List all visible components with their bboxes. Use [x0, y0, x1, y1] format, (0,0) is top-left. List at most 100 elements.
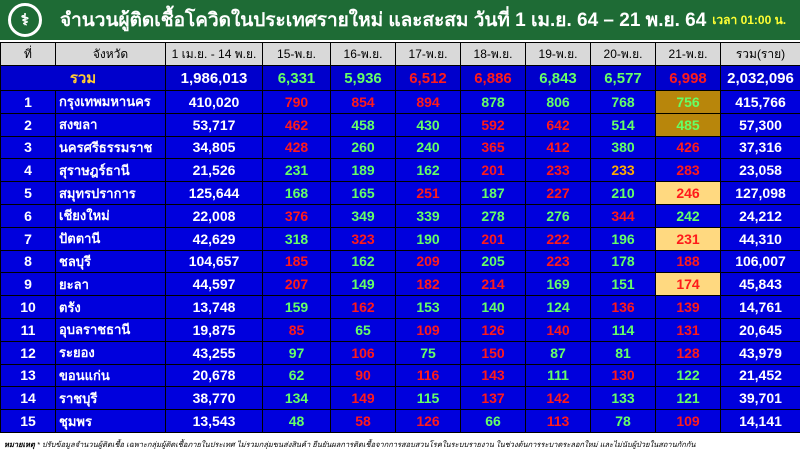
cumulative-base: 104,657	[166, 250, 263, 273]
rank: 1	[1, 91, 56, 114]
daily-count: 233	[526, 159, 591, 182]
daily-count: 6,577	[591, 66, 656, 91]
daily-count: 85	[263, 318, 331, 341]
daily-count: 485	[656, 113, 721, 136]
daily-count: 878	[461, 91, 526, 114]
daily-count: 137	[461, 387, 526, 410]
daily-count: 260	[331, 136, 396, 159]
daily-count: 642	[526, 113, 591, 136]
cumulative-base: 1,986,013	[166, 66, 263, 91]
province-name: เชียงใหม่	[56, 204, 166, 227]
daily-count: 318	[263, 227, 331, 250]
province-name: ยะลา	[56, 273, 166, 296]
daily-count: 231	[656, 227, 721, 250]
daily-count: 113	[526, 410, 591, 433]
daily-count: 165	[331, 182, 396, 205]
cumulative-total: 14,141	[721, 410, 800, 433]
daily-count: 131	[656, 318, 721, 341]
daily-count: 5,936	[331, 66, 396, 91]
daily-count: 90	[331, 364, 396, 387]
cumulative-total: 45,843	[721, 273, 800, 296]
province-name: ราชบุรี	[56, 387, 166, 410]
moph-logo-icon: ⚕	[8, 3, 42, 37]
province-name: อุบลราชธานี	[56, 318, 166, 341]
daily-count: 140	[461, 296, 526, 319]
column-header: ที่	[1, 43, 56, 66]
province-name: ขอนแก่น	[56, 364, 166, 387]
daily-count: 222	[526, 227, 591, 250]
daily-count: 6,998	[656, 66, 721, 91]
daily-count: 114	[591, 318, 656, 341]
daily-count: 109	[396, 318, 461, 341]
daily-count: 97	[263, 341, 331, 364]
column-header: 18-พ.ย.	[461, 43, 526, 66]
daily-count: 151	[591, 273, 656, 296]
daily-count: 242	[656, 204, 721, 227]
column-header: จังหวัด	[56, 43, 166, 66]
daily-count: 278	[461, 204, 526, 227]
cumulative-base: 22,008	[166, 204, 263, 227]
daily-count: 209	[396, 250, 461, 273]
rank: 14	[1, 387, 56, 410]
daily-count: 428	[263, 136, 331, 159]
daily-count: 205	[461, 250, 526, 273]
daily-count: 116	[396, 364, 461, 387]
daily-count: 128	[656, 341, 721, 364]
province-name: ปัตตานี	[56, 227, 166, 250]
daily-count: 246	[656, 182, 721, 205]
daily-count: 412	[526, 136, 591, 159]
daily-count: 48	[263, 410, 331, 433]
cumulative-base: 38,770	[166, 387, 263, 410]
daily-count: 126	[396, 410, 461, 433]
daily-count: 62	[263, 364, 331, 387]
cumulative-total: 21,452	[721, 364, 800, 387]
daily-count: 283	[656, 159, 721, 182]
cumulative-base: 42,629	[166, 227, 263, 250]
column-header: 20-พ.ย.	[591, 43, 656, 66]
daily-count: 189	[331, 159, 396, 182]
daily-count: 126	[461, 318, 526, 341]
daily-count: 768	[591, 91, 656, 114]
daily-count: 140	[526, 318, 591, 341]
daily-count: 115	[396, 387, 461, 410]
daily-count: 190	[396, 227, 461, 250]
cumulative-total: 57,300	[721, 113, 800, 136]
daily-count: 106	[331, 341, 396, 364]
rank: 12	[1, 341, 56, 364]
province-name: สมุทรปราการ	[56, 182, 166, 205]
daily-count: 344	[591, 204, 656, 227]
cumulative-total: 44,310	[721, 227, 800, 250]
title-banner: ⚕ จำนวนผู้ติดเชื้อโควิดในประเทศรายใหม่ แ…	[0, 0, 800, 42]
cumulative-base: 125,644	[166, 182, 263, 205]
daily-count: 276	[526, 204, 591, 227]
column-header: รวม(ราย)	[721, 43, 800, 66]
rank: 11	[1, 318, 56, 341]
daily-count: 58	[331, 410, 396, 433]
cumulative-total: 20,645	[721, 318, 800, 341]
daily-count: 111	[526, 364, 591, 387]
cumulative-total: 106,007	[721, 250, 800, 273]
daily-count: 178	[591, 250, 656, 273]
daily-count: 121	[656, 387, 721, 410]
daily-count: 150	[461, 341, 526, 364]
province-name: สงขลา	[56, 113, 166, 136]
daily-count: 376	[263, 204, 331, 227]
daily-count: 592	[461, 113, 526, 136]
cumulative-base: 19,875	[166, 318, 263, 341]
daily-count: 143	[461, 364, 526, 387]
daily-count: 756	[656, 91, 721, 114]
daily-count: 365	[461, 136, 526, 159]
daily-count: 201	[461, 159, 526, 182]
daily-count: 790	[263, 91, 331, 114]
province-name: กรุงเทพมหานคร	[56, 91, 166, 114]
